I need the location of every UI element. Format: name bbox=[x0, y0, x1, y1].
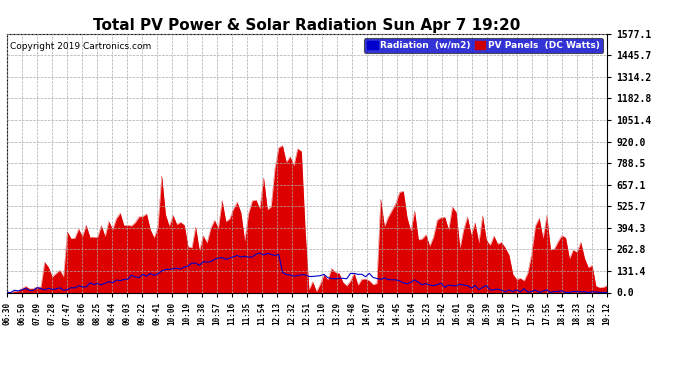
Text: Copyright 2019 Cartronics.com: Copyright 2019 Cartronics.com bbox=[10, 42, 151, 51]
Legend: Radiation  (w/m2), PV Panels  (DC Watts): Radiation (w/m2), PV Panels (DC Watts) bbox=[364, 38, 602, 53]
Title: Total PV Power & Solar Radiation Sun Apr 7 19:20: Total PV Power & Solar Radiation Sun Apr… bbox=[93, 18, 521, 33]
